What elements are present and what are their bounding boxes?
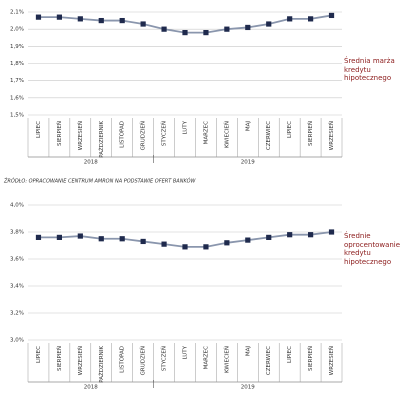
marker [98, 17, 104, 24]
x-tick-label: GRUDZIEŃ [140, 346, 147, 375]
y-tick-label: 1,5% [10, 113, 24, 119]
year-label: 2019 [241, 385, 255, 391]
year-label: 2018 [84, 160, 98, 166]
marker [161, 241, 167, 247]
x-tick-label: STYCZEŃ [161, 121, 168, 146]
marker [203, 244, 209, 250]
x-tick-label: MARZEC [203, 121, 209, 145]
x-tick-label: WRZESIEŃ [328, 121, 335, 150]
x-tick-label: MAJ [245, 346, 251, 357]
x-tick-label: WRZESIEŃ [77, 346, 84, 375]
marker [161, 26, 167, 32]
marker [140, 21, 146, 27]
y-tick-label: 1,7% [10, 78, 24, 84]
y-tick-label: 3,4% [10, 284, 24, 290]
x-tick-label: SIERPIEŃ [56, 346, 63, 371]
x-tick-label: CZERWIEC [266, 346, 272, 375]
x-tick-label: SIERPIEŃ [307, 121, 314, 146]
marker [77, 16, 83, 22]
x-tick-label: KWIECIEŃ [223, 121, 230, 148]
marker [182, 30, 188, 36]
marker [266, 21, 272, 27]
x-tick-label: LIPIEC [287, 121, 293, 138]
marker [119, 236, 125, 242]
y-tick-label: 3,2% [10, 311, 24, 317]
x-tick-label: SIERPIEŃ [56, 121, 63, 146]
x-tick-label: CZERWIEC [266, 121, 272, 150]
x-tick-label: LIPIEC [36, 121, 42, 138]
x-tick-label: PAŹDZIERNIK [97, 121, 105, 158]
y-tick-label: 3,6% [10, 257, 24, 263]
x-tick-label: KWIECIEŃ [223, 346, 230, 373]
x-tick-label: WRZESIEŃ [77, 121, 84, 150]
marker [35, 234, 42, 240]
x-tick-label: LUTY [183, 120, 189, 134]
x-tick-label: LISTOPAD [120, 121, 126, 148]
marker [287, 16, 293, 22]
x-tick-label: PAŹDZIERNIK [97, 346, 105, 383]
marker [328, 229, 335, 235]
y-tick-label: 1,6% [10, 95, 24, 101]
x-tick-label: SIERPIEŃ [307, 346, 314, 371]
y-tick-label: 1,8% [10, 61, 24, 67]
y-tick-label: 2,1% [10, 10, 24, 16]
marker [77, 233, 83, 239]
x-tick-label: WRZESIEŃ [328, 346, 335, 375]
marker [119, 17, 125, 24]
marker [140, 238, 146, 245]
marker [308, 16, 314, 22]
x-tick-label: GRUDZIEŃ [140, 121, 147, 150]
marker [56, 14, 62, 20]
marker [98, 236, 104, 242]
x-tick-label: LISTOPAD [120, 346, 126, 373]
marker [308, 232, 314, 238]
y-tick-label: 2,0% [10, 27, 24, 33]
y-tick-label: 1,9% [10, 44, 24, 50]
x-tick-label: LUTY [183, 345, 189, 359]
x-tick-label: LIPIEC [287, 346, 293, 363]
marker [245, 237, 251, 243]
x-tick-label: STYCZEŃ [161, 346, 168, 371]
marker [182, 244, 188, 250]
x-tick-label: LIPIEC [36, 346, 42, 363]
marker [224, 240, 230, 246]
marker [266, 234, 272, 240]
year-label: 2018 [84, 385, 98, 391]
x-tick-label: MARZEC [203, 346, 209, 370]
marker [56, 234, 62, 240]
marker [224, 26, 230, 32]
source: ŹRÓDŁO: OPRACOWANIE CENTRUM AMRON NA POD… [3, 177, 197, 185]
y-tick-label: 3,8% [10, 230, 24, 236]
marker [245, 24, 251, 31]
year-label: 2019 [241, 160, 255, 166]
marker [203, 30, 209, 36]
marker [328, 12, 335, 19]
x-tick-label: MAJ [245, 121, 251, 132]
y-tick-label: 4,0% [10, 203, 24, 209]
marker [35, 14, 42, 20]
marker [287, 232, 293, 238]
legend-entry: Średnie oprocentowanie kredytu hipoteczn… [344, 232, 400, 266]
y-tick-label: 3,0% [10, 338, 24, 344]
legend-entry: Średnia marża kredytu hipotecznego [344, 57, 395, 82]
